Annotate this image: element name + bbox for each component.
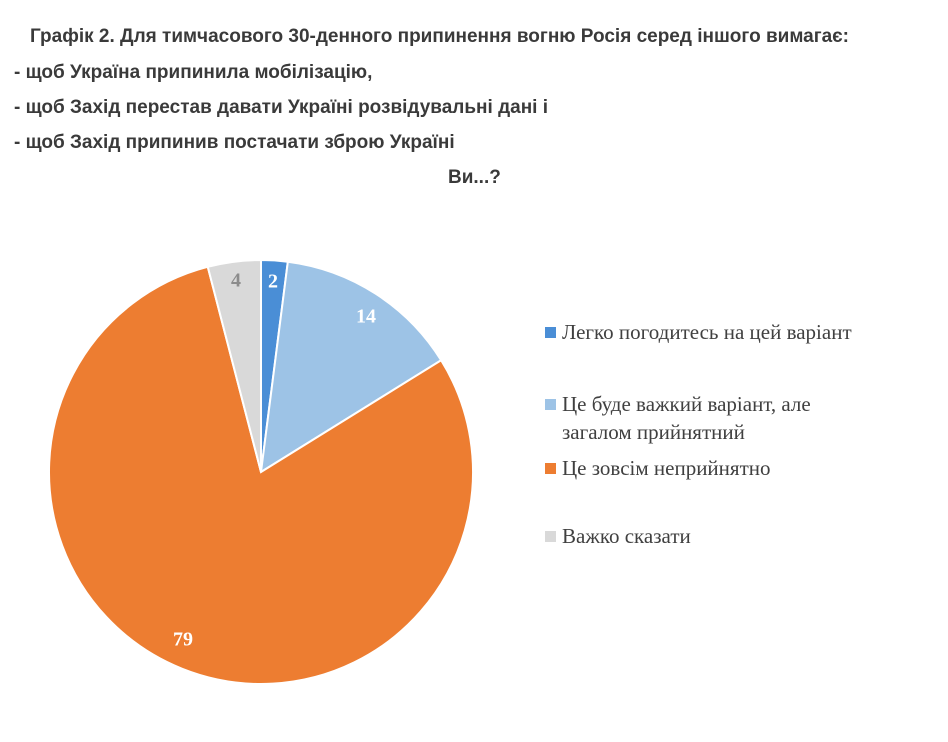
title-line-4: - щоб Захід припинив постачати зброю Укр… — [14, 132, 455, 153]
title-line-1: Графік 2. Для тимчасового 30-денного при… — [30, 26, 849, 47]
legend-swatch — [545, 531, 556, 542]
data-label-unacceptable: 79 — [173, 629, 193, 651]
legend-label: Це зовсім неприйнятно — [562, 456, 771, 480]
title-line-question: Ви...? — [448, 167, 501, 188]
legend-label: Легко погодитесь на цей варіант — [562, 320, 852, 344]
title-line-2: - щоб Україна припинила мобілізацію, — [14, 62, 373, 83]
legend-label: Важко сказати — [562, 524, 691, 548]
legend-item-easy: Легко погодитесь на цей варіант — [545, 318, 892, 346]
slice-unacceptable — [48, 265, 474, 685]
title-line-3: - щоб Захід перестав давати Україні розв… — [14, 97, 549, 118]
legend-swatch — [545, 463, 556, 474]
legend-swatch — [545, 399, 556, 410]
legend-label: Це буде важкий варіант, але загалом прий… — [562, 392, 811, 444]
data-label-hard-acceptable: 14 — [356, 306, 376, 328]
legend-item-unacceptable: Це зовсім неприйнятно — [545, 454, 892, 482]
data-label-easy: 2 — [268, 271, 278, 293]
legend-swatch — [545, 327, 556, 338]
slice-hard-acceptable — [259, 260, 443, 474]
slice-hard-to-say — [206, 258, 262, 473]
legend-item-hard-acceptable: Це буде важкий варіант, але загалом прий… — [545, 390, 862, 446]
data-label-hard-to-say: 4 — [231, 270, 241, 292]
legend-item-hard-to-say: Важко сказати — [545, 522, 892, 550]
